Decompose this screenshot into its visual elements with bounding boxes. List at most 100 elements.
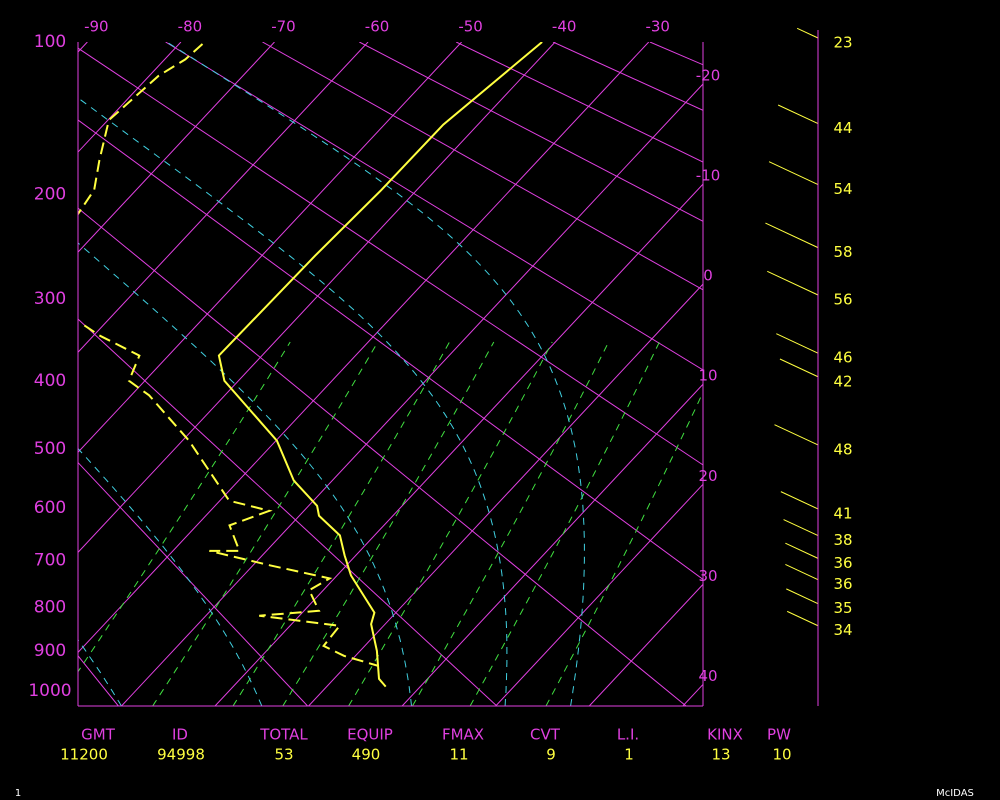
- isotherm: [308, 283, 703, 706]
- grid: [78, 42, 703, 706]
- stat-value: 94998: [157, 746, 205, 764]
- traces: [78, 42, 543, 688]
- isotherm: [121, 83, 703, 706]
- isotherm: [78, 42, 462, 454]
- dry-adiabat: [78, 207, 687, 706]
- isotherm-label: -60: [365, 18, 390, 36]
- stat-label: TOTAL: [259, 726, 308, 744]
- mixing-ratio-line: [152, 341, 379, 706]
- wind-barb: [768, 161, 819, 185]
- moist-adiabat: [78, 242, 412, 706]
- wind-speed-label: 46: [833, 349, 852, 367]
- isotherm-label: 40: [698, 667, 717, 685]
- wind-barb: [767, 270, 819, 296]
- stat-label: EQUIP: [347, 726, 393, 744]
- isotherm: [78, 42, 275, 253]
- wind-speed-label: 35: [833, 599, 852, 617]
- stat-label: L.I.: [617, 726, 639, 744]
- dry-adiabat: [455, 42, 703, 163]
- mixing-ratio-line: [78, 341, 291, 673]
- isotherm: [495, 483, 703, 706]
- isotherm-label: 20: [698, 467, 717, 485]
- isotherm: [78, 42, 369, 353]
- pressure-label: 1000: [28, 681, 71, 701]
- pressure-label: 400: [34, 371, 66, 391]
- wind-speed-label: 56: [833, 291, 852, 309]
- stat-value: 10: [772, 746, 791, 764]
- isotherm-label: -50: [458, 18, 483, 36]
- wind-barb: [780, 491, 819, 510]
- wind-barb: [777, 104, 819, 125]
- stat-label: PW: [767, 726, 791, 744]
- wind-barb: [786, 610, 819, 627]
- wind-speed-label: 23: [833, 34, 852, 52]
- stat-value: 53: [274, 746, 293, 764]
- stat-label: FMAX: [442, 726, 484, 744]
- isotherm-label: -20: [696, 67, 721, 85]
- wind-speed-label: 34: [833, 621, 852, 639]
- wind-speed-label: 58: [833, 243, 852, 261]
- stat-value: 13: [711, 746, 730, 764]
- pressure-label: 700: [34, 550, 66, 570]
- pressure-label: 100: [34, 32, 66, 52]
- stat-value: 490: [352, 746, 381, 764]
- pressure-label: 500: [34, 439, 66, 459]
- wind-barb: [776, 333, 819, 354]
- isotherm-label: 30: [698, 567, 717, 585]
- isotherm-label: 0: [703, 267, 713, 285]
- isotherm-label: -80: [178, 18, 203, 36]
- isotherm-label: -90: [84, 18, 109, 36]
- mixing-ratio-line: [348, 341, 553, 706]
- wind-barb: [779, 358, 819, 378]
- wind-speed-label: 48: [833, 440, 852, 458]
- wind-barb: [765, 222, 819, 249]
- pressure-label: 300: [34, 289, 66, 309]
- wind-barb: [786, 588, 819, 605]
- isotherm-label: 10: [698, 367, 717, 385]
- moist-adiabat: [78, 447, 263, 706]
- isotherm-label: -70: [271, 18, 296, 36]
- stat-label: KINX: [707, 726, 743, 744]
- isotherm: [78, 42, 556, 554]
- stat-label: CVT: [530, 726, 561, 744]
- isotherm-label: -10: [696, 167, 721, 185]
- dewpoint-trace: [78, 43, 379, 667]
- dry-adiabat: [78, 318, 498, 706]
- wind-speed-label: 36: [833, 554, 852, 572]
- page-number: 1: [15, 788, 21, 799]
- dry-adiabat: [78, 47, 703, 466]
- mixing-ratio-line: [411, 341, 610, 706]
- isotherm: [214, 183, 703, 706]
- pressure-label: 800: [34, 598, 66, 618]
- wind-speed-label: 36: [833, 575, 852, 593]
- wind-barb: [796, 27, 819, 39]
- isotherm: [588, 583, 703, 706]
- pressure-label: 900: [34, 641, 66, 661]
- temperature-trace: [217, 42, 543, 688]
- dry-adiabat: [78, 461, 308, 706]
- wind-speed-label: 44: [833, 119, 852, 137]
- stat-value: 9: [546, 746, 556, 764]
- isotherm: [401, 383, 703, 706]
- wind-barb: [774, 424, 819, 446]
- dry-adiabat: [78, 119, 703, 580]
- wind-speed-label: 38: [833, 531, 852, 549]
- mixing-ratio-line: [282, 341, 495, 706]
- pressure-label: 200: [34, 185, 66, 205]
- dry-adiabat: [359, 42, 703, 222]
- wind-speed-label: 54: [833, 180, 852, 198]
- wind-barb: [785, 542, 819, 559]
- dry-adiabat: [165, 42, 703, 371]
- dry-adiabat: [262, 42, 703, 291]
- stat-value: 1: [624, 746, 634, 764]
- isotherm: [78, 42, 650, 654]
- wind-speed-label: 41: [833, 504, 852, 522]
- mixing-ratio-line: [545, 391, 703, 706]
- wind-speed-label: 42: [833, 372, 852, 390]
- isotherm-label: -40: [552, 18, 577, 36]
- isotherm-label: -30: [645, 18, 670, 36]
- stat-label: GMT: [81, 726, 116, 744]
- stat-label: ID: [172, 726, 188, 744]
